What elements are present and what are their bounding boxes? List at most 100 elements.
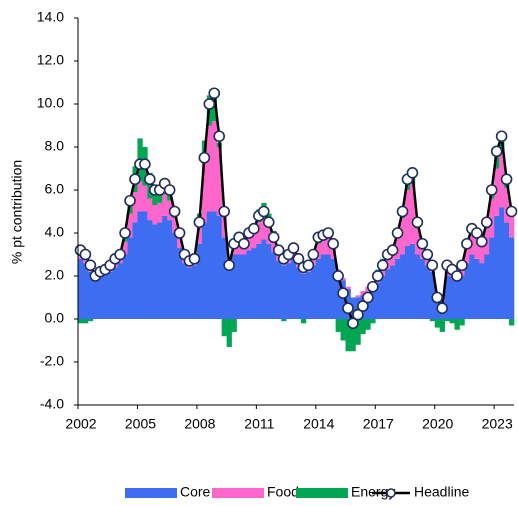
bar-segment (201, 162, 208, 223)
y-tick-label: 6.0 (45, 181, 65, 197)
bar-segment (201, 222, 208, 319)
bar-segment (291, 258, 297, 319)
bar-segment (246, 250, 252, 319)
bar-segment (385, 254, 391, 270)
bar-segment (499, 207, 505, 319)
bar-segment (509, 215, 515, 238)
headline-marker (188, 252, 201, 265)
headline-marker (257, 205, 270, 218)
y-tick-label: -2.0 (40, 353, 64, 369)
bar-segment (310, 256, 317, 266)
bar-segment (395, 258, 401, 319)
bar-segment (152, 205, 158, 225)
x-tick-label: 2002 (65, 416, 96, 432)
bar-segment (221, 319, 227, 337)
bar-segment (117, 263, 123, 319)
bar-segment (152, 224, 158, 319)
headline-marker (119, 227, 131, 239)
bar-segment (196, 222, 203, 244)
bar-segment (355, 319, 361, 345)
headline-marker (376, 259, 389, 272)
y-tick-label: 14.0 (37, 9, 64, 25)
y-tick-label: 10.0 (37, 95, 64, 111)
bar-segment (340, 278, 346, 281)
bar-segment (82, 319, 89, 324)
bar-segment (449, 319, 455, 324)
bar-segment (236, 243, 242, 255)
headline-marker (456, 259, 468, 272)
bar-segment (494, 215, 500, 319)
x-tick-label: 2005 (125, 416, 156, 432)
bar-segment (429, 319, 436, 322)
headline-marker (114, 248, 126, 261)
bar-segment (256, 222, 262, 244)
bar-segment (211, 121, 218, 212)
headline-marker (292, 252, 305, 265)
bar-segment (370, 291, 376, 319)
bar-segment (251, 248, 257, 319)
headline-marker (431, 291, 444, 304)
legend-swatch (125, 488, 177, 498)
bar-segment (474, 237, 480, 259)
headline-marker (287, 242, 300, 254)
bar-segment (345, 319, 351, 352)
y-tick-label: 8.0 (45, 138, 65, 154)
headline-marker (505, 205, 518, 218)
bar-segment (360, 319, 366, 335)
bar-segment (92, 278, 99, 319)
bar-segment (162, 215, 168, 319)
bar-segment (226, 263, 232, 319)
bar-segment (439, 319, 445, 332)
headline-marker (129, 173, 141, 186)
bar-segment (400, 254, 406, 319)
bar-segment (395, 235, 401, 259)
bar-segment (142, 211, 148, 319)
headline-marker (500, 173, 513, 186)
headline-marker (451, 270, 463, 282)
bar-segment (206, 211, 213, 319)
bar-segment (172, 233, 178, 319)
headline-marker (262, 216, 275, 229)
bar-segment (350, 319, 356, 352)
bar-segment (300, 319, 307, 324)
bar-segment (504, 187, 510, 223)
bar-segment (281, 319, 287, 322)
bar-segment (325, 254, 331, 319)
headline-marker (337, 287, 349, 300)
bar-segment (464, 263, 470, 319)
legend-label: Energy (351, 484, 395, 500)
bar-segment (335, 319, 341, 332)
bar-segment (335, 276, 341, 319)
bar-segment (211, 95, 218, 122)
bar-segment (167, 220, 173, 319)
bar-segment (142, 185, 148, 212)
headline-marker (124, 194, 136, 207)
headline-marker (362, 291, 374, 304)
bar-segment (132, 222, 138, 319)
bar-segment (191, 265, 198, 319)
bar-segment (424, 265, 431, 319)
headline-marker (391, 227, 404, 239)
bar-segment (137, 181, 143, 212)
y-tick-label: 4.0 (45, 224, 65, 240)
bar-segment (479, 243, 485, 264)
bar-segment (454, 280, 460, 319)
bar-segment (78, 258, 84, 319)
bar-segment (97, 276, 104, 319)
bar-segment (216, 215, 222, 319)
bar-segment (127, 213, 133, 238)
bar-segment (405, 245, 411, 319)
headline-marker (406, 167, 419, 179)
bar-segment (489, 237, 495, 319)
headline-marker (332, 270, 344, 282)
bar-segment (147, 220, 153, 319)
bar-segment (320, 239, 327, 255)
headline-marker (307, 248, 320, 261)
bar-segment (345, 286, 351, 289)
bar-segment (380, 276, 386, 319)
bar-segment (355, 295, 361, 298)
bar-segment (454, 319, 460, 330)
headline-marker (248, 222, 260, 235)
bar-segment (444, 319, 450, 322)
bar-segment (236, 254, 242, 319)
